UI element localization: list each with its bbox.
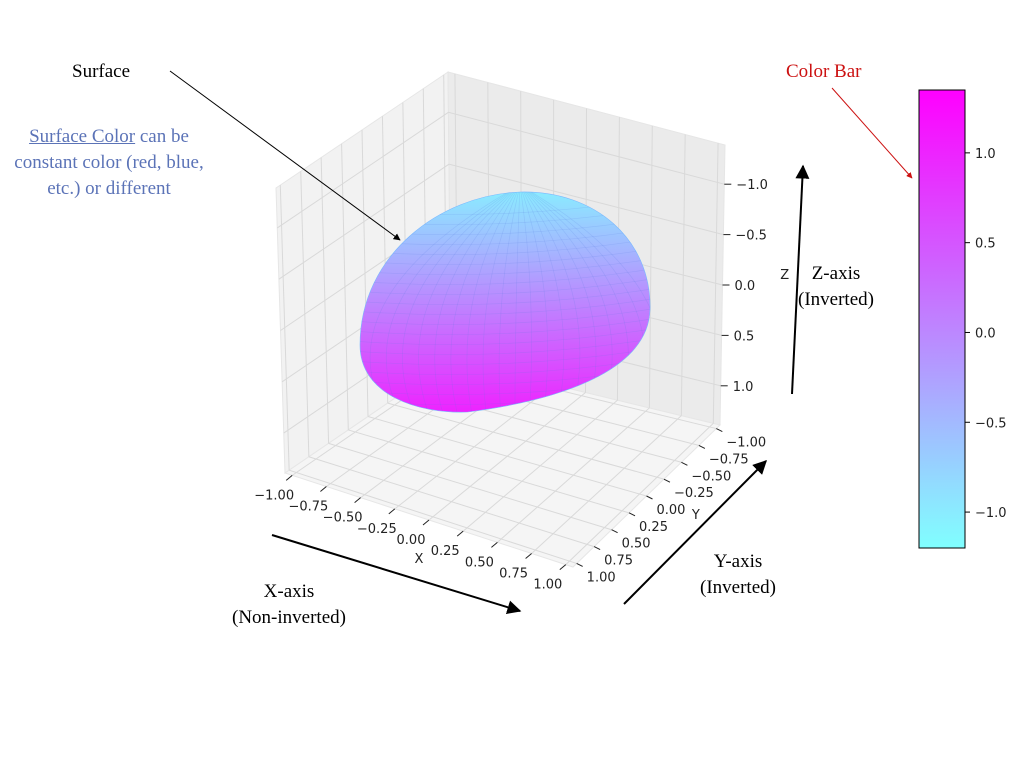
y-tick-label: 1.00: [587, 570, 616, 585]
surface-color-highlight: Surface Color: [29, 126, 135, 147]
color-bar-tick-label: 1.0: [975, 147, 996, 162]
y-axis-annotation-title: Y-axis: [700, 549, 776, 575]
x-tick-label: 0.00: [397, 533, 426, 548]
color-bar-arrow: [832, 88, 912, 178]
y-axis-label: Y: [691, 508, 700, 523]
y-tick-label: −0.25: [674, 486, 714, 501]
x-axis-annotation-title: X-axis: [232, 579, 346, 605]
y-tick-label: 0.50: [622, 537, 651, 552]
z-tick-label: 0.5: [734, 329, 755, 344]
y-tick-mark: [577, 563, 583, 566]
y-tick-label: 0.75: [604, 554, 633, 569]
surface-color-note: Surface Color can be constant color (red…: [2, 124, 216, 202]
x-tick-mark: [457, 531, 463, 536]
x-tick-label: −0.25: [357, 522, 397, 537]
color-bar-tick-label: 0.5: [975, 237, 996, 252]
y-tick-mark: [647, 496, 653, 499]
x-tick-mark: [560, 565, 566, 570]
z-axis-annotation: Z-axis (Inverted): [798, 261, 874, 313]
color-bar-tick-label: 0.0: [975, 326, 996, 341]
y-tick-mark: [699, 445, 705, 448]
color-bar-gradient: [919, 90, 965, 548]
y-axis-annotation: Y-axis (Inverted): [700, 549, 776, 601]
color-bar: 1.0 0.5 0.0 −0.5 −1.0: [919, 90, 1007, 548]
y-tick-label: 0.00: [657, 503, 686, 518]
color-bar-annotation: Color Bar: [786, 59, 861, 85]
y-tick-mark: [664, 479, 670, 482]
y-tick-mark: [629, 513, 635, 516]
x-tick-label: 0.50: [465, 555, 494, 570]
color-bar-tick-label: −1.0: [975, 506, 1007, 521]
x-tick-mark: [423, 520, 429, 525]
x-tick-label: 0.25: [431, 544, 460, 559]
z-axis-label: Z: [780, 268, 789, 283]
y-tick-label: −1.00: [726, 436, 766, 451]
x-axis-label: X: [415, 552, 424, 567]
y-tick-mark: [716, 429, 722, 432]
z-tick-label: −1.0: [736, 178, 768, 193]
y-tick-label: −0.50: [691, 469, 731, 484]
x-tick-label: 0.75: [499, 566, 528, 581]
z-tick-label: 1.0: [733, 380, 754, 395]
x-tick-mark: [320, 487, 326, 492]
y-tick-label: −0.75: [709, 452, 749, 467]
x-tick-mark: [491, 542, 497, 547]
x-tick-label: 1.00: [533, 578, 562, 593]
y-axis-annotation-note: (Inverted): [700, 575, 776, 601]
surface-annotation: Surface: [72, 59, 130, 85]
color-bar-tick-label: −0.5: [975, 416, 1007, 431]
x-tick-mark: [389, 509, 395, 514]
z-axis-annotation-title: Z-axis: [798, 261, 874, 287]
z-tick-label: 0.0: [735, 279, 756, 294]
x-tick-mark: [526, 553, 532, 558]
x-axis-annotation: X-axis (Non-inverted): [232, 579, 346, 631]
z-axis-annotation-note: (Inverted): [798, 287, 874, 313]
y-tick-label: 0.25: [639, 520, 668, 535]
y-tick-mark: [612, 530, 618, 533]
x-tick-mark: [286, 475, 292, 480]
y-tick-mark: [594, 547, 600, 550]
x-tick-mark: [355, 498, 361, 503]
y-tick-mark: [681, 462, 687, 465]
x-axis-annotation-note: (Non-inverted): [232, 605, 346, 631]
z-tick-label: −0.5: [735, 229, 767, 244]
